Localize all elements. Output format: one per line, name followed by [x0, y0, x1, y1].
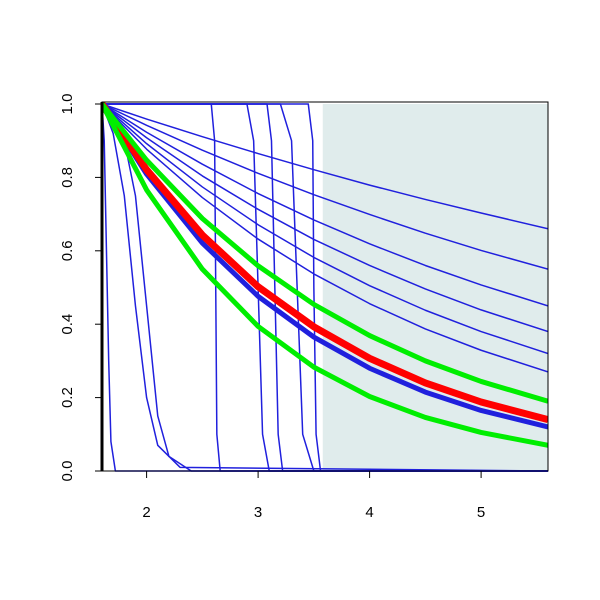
y-tick-label: 0.8	[59, 167, 76, 188]
series-line	[102, 102, 548, 424]
x-tick-label: 4	[365, 504, 373, 521]
y-tick-label: 1.0	[59, 94, 76, 115]
y-tick-label: 0.6	[59, 240, 76, 261]
series-line	[102, 103, 548, 333]
series-line	[102, 103, 548, 307]
series-line	[102, 103, 548, 373]
y-tick-label: 0.2	[59, 387, 76, 408]
shaded-region	[322, 104, 548, 471]
y-tick-label: 0.0	[59, 461, 76, 482]
series-line	[102, 102, 548, 404]
series-line	[102, 103, 548, 230]
y-tick-label: 0.4	[59, 314, 76, 335]
series-line	[102, 103, 548, 472]
plot-area	[102, 102, 548, 472]
series-line	[102, 102, 548, 430]
x-tick-label: 2	[142, 504, 150, 521]
series-line	[102, 103, 548, 355]
x-tick-label: 5	[477, 504, 485, 521]
x-tick-label: 3	[254, 504, 262, 521]
series-line	[102, 103, 548, 270]
series-line	[102, 102, 548, 448]
